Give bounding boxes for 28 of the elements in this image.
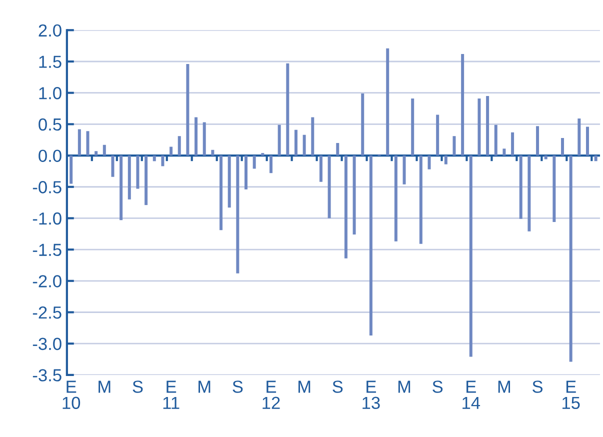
x-tick-label: S	[132, 380, 143, 393]
y-tick-label: -3.5	[32, 369, 62, 382]
x-tick-label: M	[98, 380, 110, 393]
x-tick-label: E 10	[62, 380, 80, 410]
y-tick-label: 1.5	[39, 56, 62, 68]
x-tick-label: S	[532, 380, 543, 393]
x-tick-label: E 11	[163, 380, 180, 409]
y-tick-label: -3.0	[32, 338, 62, 350]
x-tick-label: M	[498, 380, 510, 393]
x-tick-label: E 15	[562, 380, 580, 410]
x-tick-label: S	[232, 380, 243, 393]
x-tick-label: S	[432, 380, 443, 393]
x-tick-label: M	[298, 380, 310, 393]
y-tick-label: -1.5	[32, 244, 62, 256]
x-tick-label: E 13	[362, 380, 380, 410]
x-tick-label: E 14	[462, 380, 480, 409]
y-tick-label: 1.0	[39, 87, 62, 100]
x-tick-label: M	[398, 380, 410, 393]
x-tick-label: S	[332, 380, 343, 393]
y-tick-label: 0.0	[38, 150, 62, 162]
y-tick-label: -1.0	[32, 212, 62, 225]
y-tick-label: -2.5	[32, 306, 62, 319]
y-tick-label: 2.0	[38, 24, 62, 37]
x-tick-label: M	[198, 380, 210, 393]
y-tick-label: -2.0	[32, 275, 62, 288]
y-tick-label: 0.5	[38, 118, 62, 131]
y-tick-label: -0.5	[32, 181, 62, 194]
x-tick-label: E 12	[262, 380, 280, 409]
